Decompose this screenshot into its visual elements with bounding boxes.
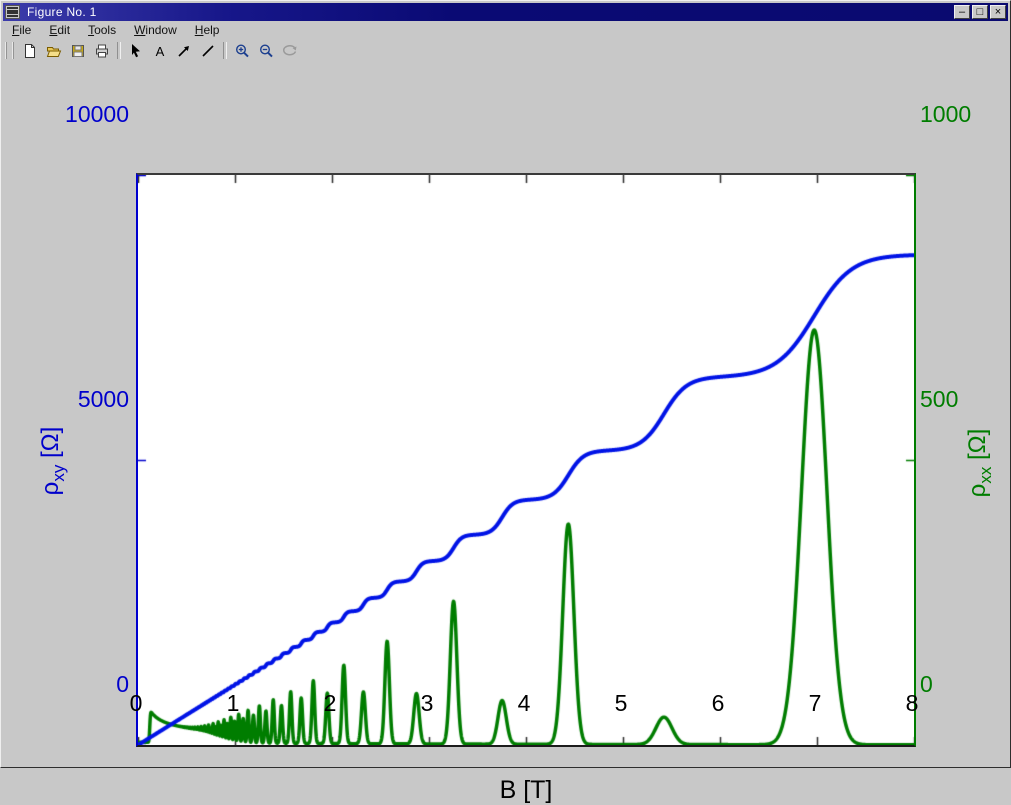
right-y-tick-label: 500 (920, 386, 959, 412)
plot-axes-box (136, 173, 916, 747)
x-tick-label: 1 (226, 690, 240, 716)
menu-item-file[interactable]: File (12, 23, 32, 37)
x-tick-label: 0 (129, 690, 143, 716)
arrow-tool-icon[interactable] (172, 40, 196, 62)
right-y-tick-label: 1000 (920, 101, 972, 127)
x-tick-label: 3 (420, 690, 434, 716)
left-y-tick-label: 10000 (65, 101, 129, 127)
toolbar-separator (117, 42, 121, 59)
save-figure-icon[interactable] (66, 40, 90, 62)
print-figure-icon[interactable] (90, 40, 114, 62)
x-tick-label: 6 (711, 690, 725, 716)
toolbar: A (3, 39, 1008, 63)
svg-text:A: A (156, 44, 165, 59)
x-tick-label: 5 (614, 690, 628, 716)
x-tick-label: 4 (517, 690, 531, 716)
left-y-tick-label: 0 (116, 671, 129, 697)
minimize-button[interactable]: – (954, 5, 970, 19)
left-y-tick-label: 5000 (77, 386, 129, 412)
x-tick-label: 8 (905, 690, 919, 716)
toolbar-separator (223, 42, 227, 59)
menu-item-window[interactable]: Window (134, 23, 177, 37)
figure-canvas-area: B [T] ρxy [Ω] ρxx [Ω] 0 1 2 3 4 5 6 7 8 0 5000 1000… (3, 62, 1008, 804)
menu-item-help[interactable]: Help (194, 23, 220, 37)
menu-bar: File Edit Tools Window Help (3, 21, 1008, 40)
x-tick-label: 2 (323, 690, 337, 716)
qhe-plot-canvas[interactable] (138, 175, 914, 745)
title-bar[interactable]: Figure No. 1 – □ × (3, 3, 1008, 21)
text-tool-icon[interactable]: A (148, 40, 172, 62)
menu-item-tools[interactable]: Tools (88, 23, 117, 37)
maximize-button[interactable]: □ (972, 5, 988, 19)
rotate-3d-icon[interactable] (278, 40, 302, 62)
window-title: Figure No. 1 (27, 5, 97, 19)
window-menu-icon[interactable] (5, 5, 20, 19)
open-file-icon[interactable] (42, 40, 66, 62)
right-y-tick-label: 0 (920, 671, 933, 697)
zoom-out-icon[interactable] (254, 40, 278, 62)
menu-item-edit[interactable]: Edit (49, 23, 71, 37)
zoom-in-icon[interactable] (230, 40, 254, 62)
toolbar-drag-handle[interactable] (5, 42, 14, 59)
x-axis-label: B [T] (499, 776, 553, 804)
line-tool-icon[interactable] (196, 40, 220, 62)
pointer-icon[interactable] (124, 40, 148, 62)
close-button[interactable]: × (990, 5, 1006, 19)
new-figure-icon[interactable] (18, 40, 42, 62)
x-tick-label: 7 (808, 690, 822, 716)
